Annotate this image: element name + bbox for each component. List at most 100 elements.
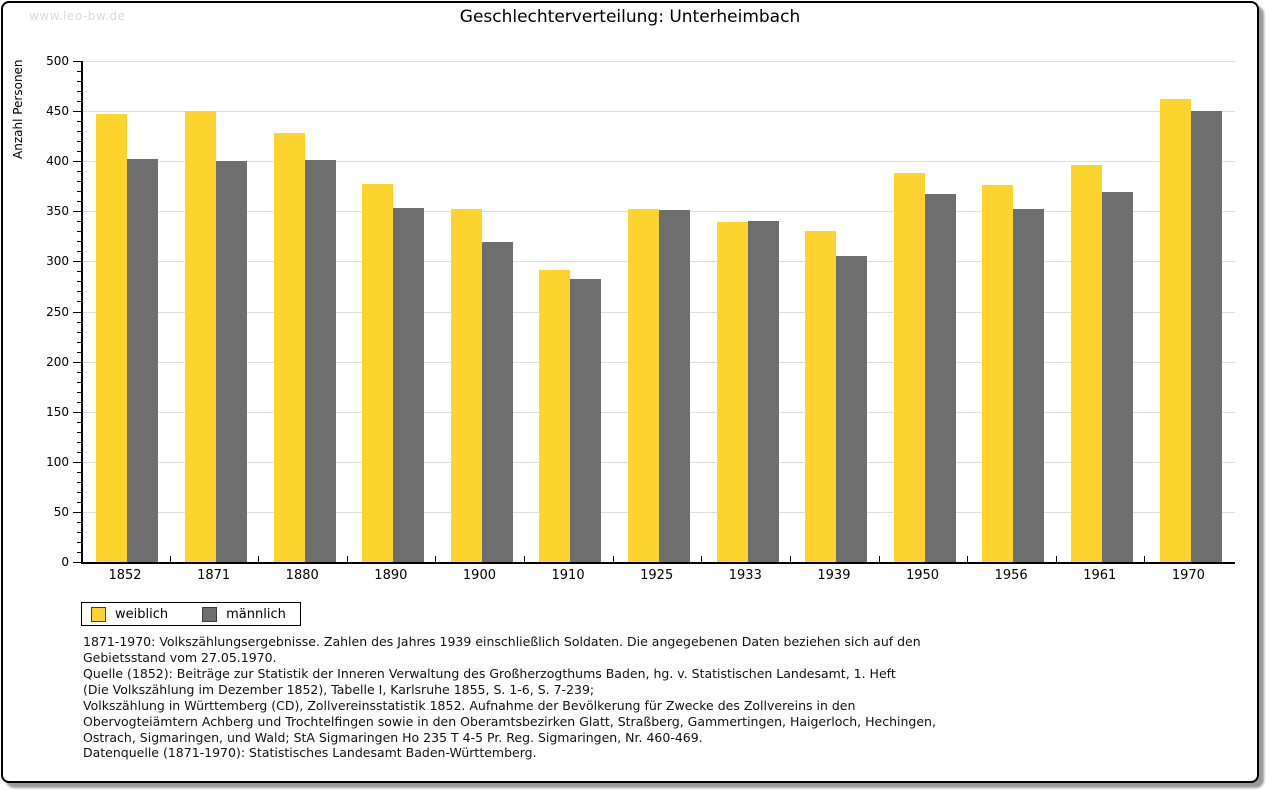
bar-weiblich-1852	[96, 114, 128, 562]
y-tick-label-250: 250	[46, 304, 69, 319]
y-major-tick	[73, 311, 81, 313]
y-minor-tick	[77, 171, 81, 173]
y-tick-label-300: 300	[46, 254, 69, 269]
bar-männlich-1880	[304, 160, 336, 562]
bar-weiblich-1933	[716, 222, 748, 562]
y-minor-tick	[77, 481, 81, 483]
bar-männlich-1910	[570, 279, 602, 562]
weiblich-swatch-icon	[91, 606, 106, 622]
x-label-1933: 1933	[728, 568, 762, 583]
bar-weiblich-1961	[1071, 165, 1103, 562]
bar-männlich-1900	[481, 242, 513, 562]
x-label-1910: 1910	[551, 568, 585, 583]
maennlich-swatch-icon	[202, 606, 218, 622]
legend-item-maennlich: männlich	[202, 606, 286, 622]
y-tick-label-450: 450	[46, 104, 69, 119]
y-minor-tick	[77, 321, 81, 323]
bar-männlich-1956	[1013, 209, 1045, 562]
x-boundary-tick	[789, 556, 791, 562]
bar-weiblich-1925	[628, 209, 659, 562]
x-boundary-tick	[346, 556, 348, 562]
y-minor-tick	[77, 351, 81, 353]
y-minor-tick	[77, 191, 81, 193]
y-minor-tick	[77, 371, 81, 373]
x-label-1970: 1970	[1171, 568, 1205, 583]
x-boundary-tick	[878, 556, 880, 562]
x-boundary-tick	[967, 556, 969, 562]
gridline-450	[83, 111, 1235, 113]
bar-männlich-1939	[836, 256, 868, 562]
y-minor-tick	[77, 271, 81, 273]
y-minor-tick	[77, 551, 81, 553]
watermark: www.leo-bw.de	[29, 9, 126, 23]
chart-title: Geschlechterverteilung: Unterheimbach	[459, 7, 801, 27]
bar-weiblich-1871	[184, 111, 216, 562]
y-minor-tick	[77, 71, 81, 73]
x-boundary-tick	[612, 556, 614, 562]
x-label-1880: 1880	[285, 568, 319, 583]
legend: weiblich männlich	[81, 602, 301, 626]
bar-weiblich-1970	[1159, 99, 1191, 562]
bar-weiblich-1890	[362, 184, 394, 562]
x-boundary-tick	[258, 556, 260, 562]
bar-weiblich-1950	[893, 173, 925, 562]
y-major-tick	[73, 461, 81, 463]
y-major-tick	[73, 161, 81, 163]
y-minor-tick	[77, 101, 81, 103]
bar-weiblich-1956	[982, 185, 1014, 562]
x-label-1890: 1890	[374, 568, 408, 583]
y-major-tick	[73, 61, 81, 62]
x-label-1939: 1939	[817, 568, 851, 583]
y-minor-tick	[77, 441, 81, 443]
x-boundary-tick	[169, 556, 171, 562]
y-minor-tick	[77, 141, 81, 143]
bar-männlich-1950	[924, 194, 956, 562]
bar-männlich-1871	[215, 161, 247, 562]
y-major-tick	[73, 411, 81, 413]
y-tick-label-0: 0	[61, 555, 69, 569]
bar-männlich-1890	[393, 208, 425, 562]
x-boundary-tick	[1055, 556, 1057, 562]
bar-weiblich-1939	[805, 231, 837, 562]
y-minor-tick	[77, 341, 81, 343]
y-minor-tick	[77, 81, 81, 83]
y-minor-tick	[77, 381, 81, 383]
gridline-400	[83, 161, 1235, 163]
chart-frame: www.leo-bw.de Geschlechterverteilung: Un…	[1, 1, 1259, 783]
y-tick-label-200: 200	[46, 354, 69, 369]
y-minor-tick	[77, 281, 81, 283]
x-label-1925: 1925	[640, 568, 674, 583]
y-minor-tick	[77, 431, 81, 433]
y-minor-tick	[77, 181, 81, 183]
y-minor-tick	[77, 301, 81, 303]
footer-datasource: Datenquelle (1871-1970): Statistisches L…	[83, 745, 537, 760]
x-label-1871: 1871	[197, 568, 231, 583]
y-minor-tick	[77, 471, 81, 473]
y-major-tick	[73, 111, 81, 113]
bar-weiblich-1880	[273, 133, 305, 562]
legend-label-maennlich: männlich	[226, 606, 286, 622]
y-major-tick	[73, 211, 81, 213]
y-minor-tick	[77, 541, 81, 543]
bar-männlich-1933	[747, 221, 779, 562]
x-label-1852: 1852	[108, 568, 142, 583]
bar-männlich-1970	[1190, 111, 1222, 562]
footer-notes: 1871-1970: Volkszählungsergebnisse. Zahl…	[83, 634, 936, 745]
y-tick-label-50: 50	[53, 504, 69, 519]
x-boundary-tick	[435, 556, 437, 562]
legend-item-weiblich: weiblich	[91, 606, 169, 622]
y-minor-tick	[77, 331, 81, 333]
y-minor-tick	[77, 241, 81, 243]
y-axis-label: Anzahl Personen	[11, 59, 25, 159]
legend-label-weiblich: weiblich	[115, 606, 169, 622]
y-minor-tick	[77, 451, 81, 453]
y-minor-tick	[77, 251, 81, 253]
y-minor-tick	[77, 151, 81, 153]
y-minor-tick	[77, 231, 81, 233]
bar-männlich-1961	[1102, 192, 1134, 562]
y-major-tick	[73, 261, 81, 263]
y-minor-tick	[77, 521, 81, 523]
y-major-tick	[73, 562, 81, 563]
bar-männlich-1925	[659, 210, 690, 562]
x-boundary-tick	[1144, 556, 1146, 562]
